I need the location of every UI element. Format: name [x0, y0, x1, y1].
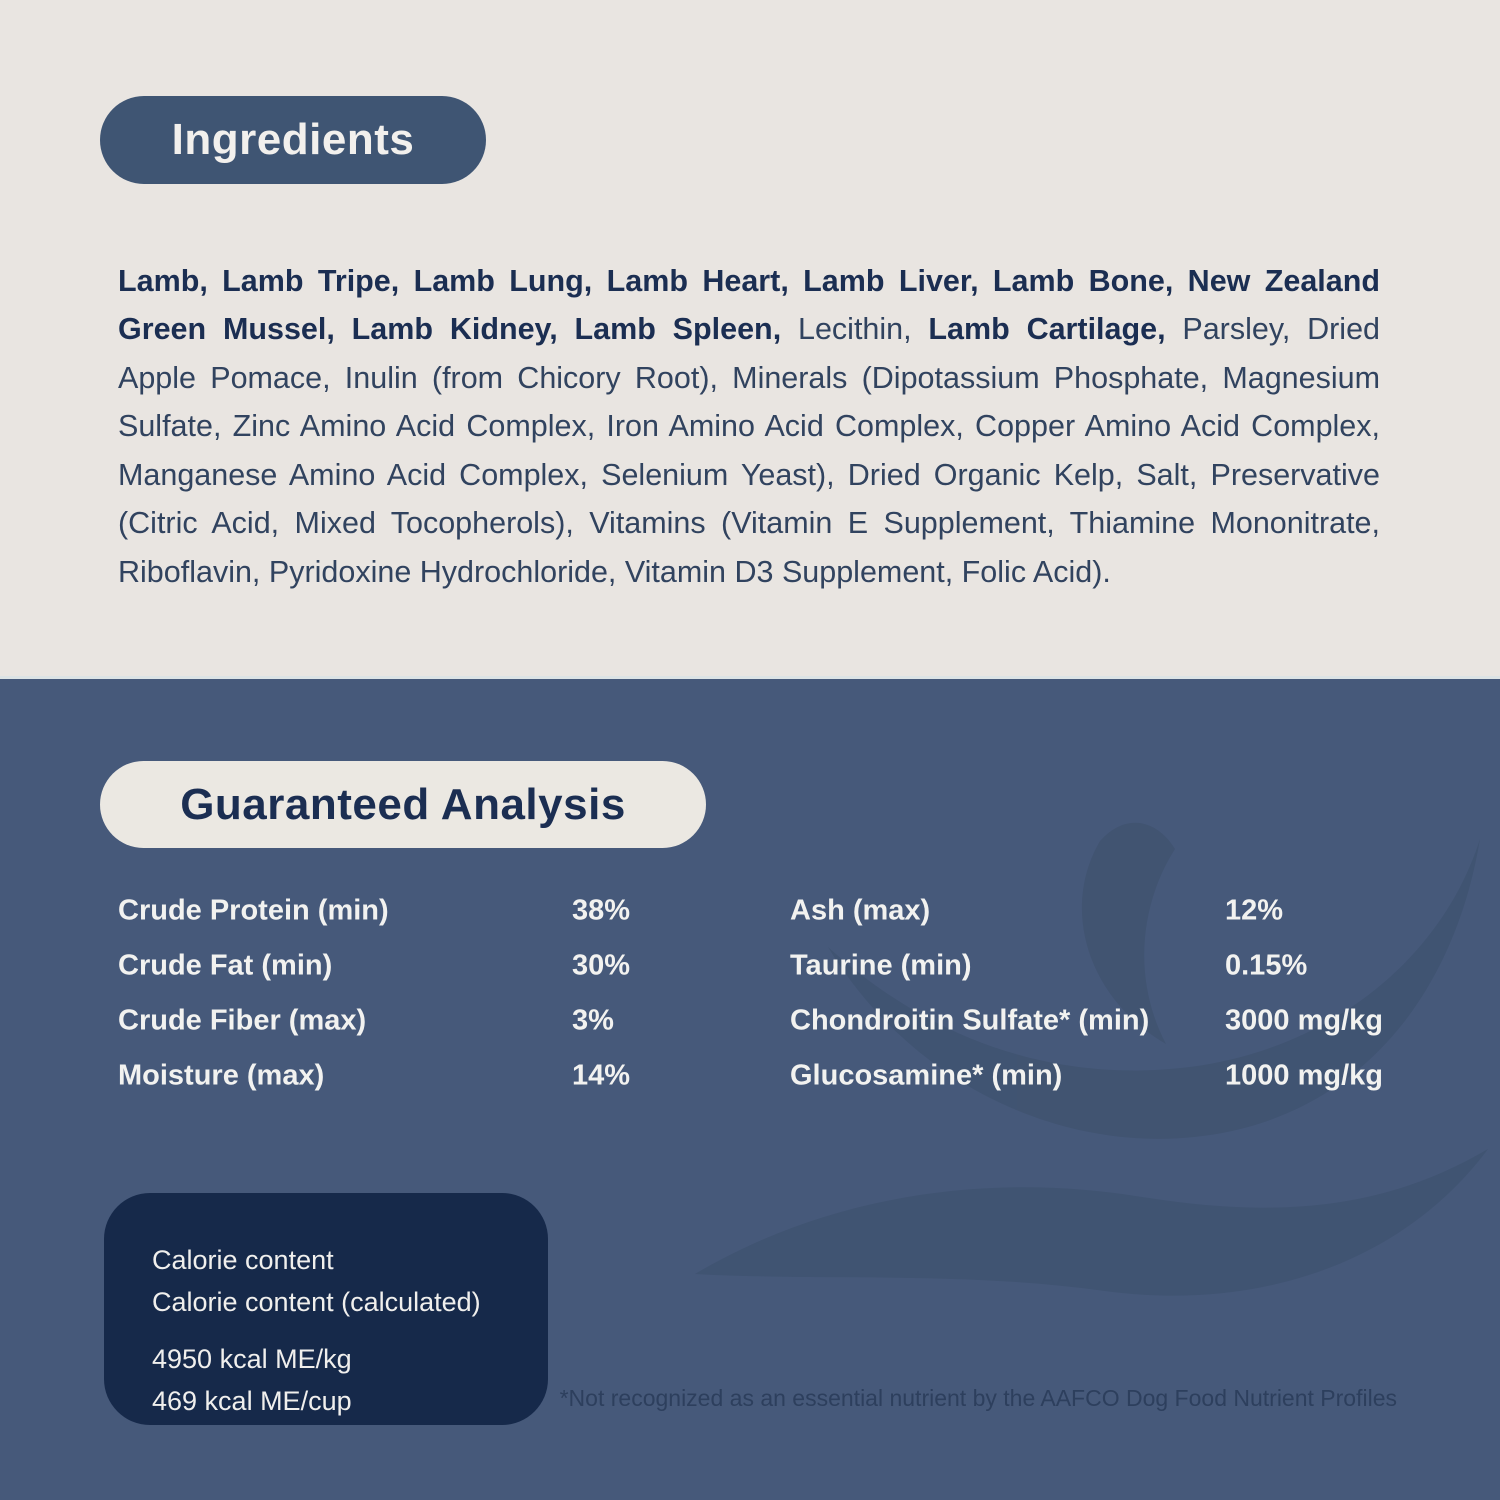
table-row: Crude Fat (min) 30%	[118, 938, 790, 993]
analysis-label: Chondroitin Sulfate* (min)	[790, 1004, 1150, 1036]
analysis-label: Ash (max)	[790, 894, 931, 926]
analysis-value: 38%	[572, 894, 631, 926]
table-row: Ash (max) 12%	[790, 883, 1490, 938]
calorie-line: Calorie content (calculated)	[152, 1287, 481, 1317]
analysis-label: Crude Protein (min)	[118, 894, 389, 926]
analysis-label: Moisture (max)	[118, 1059, 325, 1091]
calorie-line: Calorie content	[152, 1245, 334, 1275]
table-row: Crude Fiber (max) 3%	[118, 993, 790, 1048]
guaranteed-analysis-title-pill: Guaranteed Analysis	[100, 761, 706, 848]
analysis-value: 3000 mg/kg	[1225, 1004, 1383, 1036]
analysis-right-column: Ash (max) 12% Taurine (min) 0.15% Chondr…	[790, 883, 1490, 1103]
analysis-value: 30%	[572, 949, 631, 981]
analysis-label: Crude Fat (min)	[118, 949, 333, 981]
guaranteed-analysis-title: Guaranteed Analysis	[180, 779, 626, 829]
analysis-value: 3%	[572, 1004, 614, 1036]
table-row: Crude Protein (min) 38%	[118, 883, 790, 938]
section-divider	[0, 676, 1500, 679]
table-row: Chondroitin Sulfate* (min) 3000 mg/kg	[790, 993, 1490, 1048]
guaranteed-analysis-section: Guaranteed Analysis Crude Protein (min) …	[0, 679, 1500, 1500]
aafco-footnote: *Not recognized as an essential nutrient…	[559, 1385, 1397, 1411]
analysis-label: Crude Fiber (max)	[118, 1004, 367, 1036]
ingredients-title: Ingredients	[171, 115, 415, 164]
analysis-label: Glucosamine* (min)	[790, 1059, 1063, 1091]
ingredients-paragraph: Lamb, Lamb Tripe, Lamb Lung, Lamb Heart,…	[118, 263, 1380, 589]
table-row: Moisture (max) 14%	[118, 1048, 790, 1103]
analysis-value: 14%	[572, 1059, 631, 1091]
calorie-line: 4950 kcal ME/kg	[152, 1344, 352, 1374]
ingredients-section: Ingredients Lamb, Lamb Tripe, Lamb Lung,…	[0, 0, 1500, 676]
calorie-gap	[152, 1323, 528, 1338]
calorie-line: 469 kcal ME/cup	[152, 1386, 352, 1416]
ingredients-title-pill: Ingredients	[100, 96, 486, 184]
table-row: Taurine (min) 0.15%	[790, 938, 1490, 993]
analysis-value: 1000 mg/kg	[1225, 1059, 1383, 1091]
analysis-left-column: Crude Protein (min) 38% Crude Fat (min) …	[118, 883, 790, 1103]
analysis-label: Taurine (min)	[790, 949, 972, 981]
analysis-value: 12%	[1225, 894, 1284, 926]
table-row: Glucosamine* (min) 1000 mg/kg	[790, 1048, 1490, 1103]
calorie-content-box: Calorie content Calorie content (calcula…	[104, 1193, 548, 1425]
analysis-value: 0.15%	[1225, 949, 1308, 981]
